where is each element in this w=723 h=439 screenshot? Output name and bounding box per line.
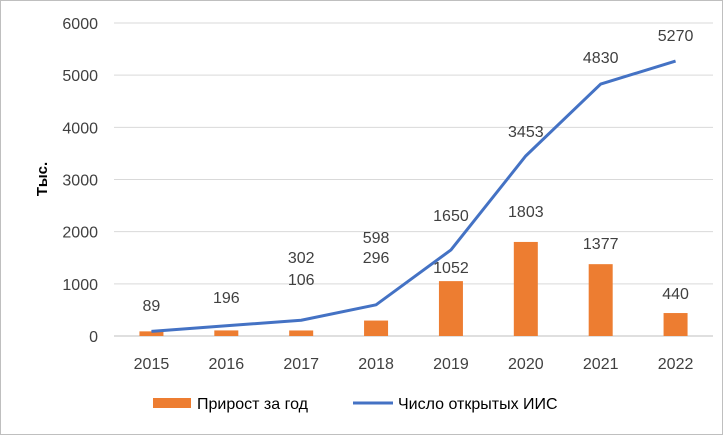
- line-data-label: 5270: [658, 28, 694, 45]
- bar-data-label: 89: [143, 298, 161, 315]
- bar: [589, 264, 613, 336]
- x-tick-label: 2021: [583, 356, 619, 373]
- bar-series: [139, 242, 687, 336]
- x-tick-label: 2020: [508, 356, 544, 373]
- y-axis-label: Тыс.: [34, 162, 51, 196]
- line-data-label: 4830: [583, 50, 619, 67]
- x-axis-ticks: 2015 2016 2017 2018 2019 2020 2021 2022: [134, 356, 694, 373]
- line-data-label: 302: [288, 250, 315, 267]
- bar: [514, 242, 538, 336]
- x-tick-label: 2017: [283, 356, 319, 373]
- x-tick-label: 2018: [358, 356, 394, 373]
- bar-data-label: 1377: [583, 236, 619, 253]
- bar-data-label: 296: [363, 250, 390, 267]
- x-tick-label: 2015: [134, 356, 170, 373]
- y-tick-label: 3000: [62, 173, 98, 190]
- x-tick-label: 2022: [658, 356, 694, 373]
- line-data-label: 196: [213, 290, 240, 307]
- x-tick-label: 2019: [433, 356, 469, 373]
- y-tick-label: 4000: [62, 120, 98, 137]
- line-data-label: 598: [363, 230, 390, 247]
- bar: [364, 321, 388, 336]
- y-tick-label: 6000: [62, 16, 98, 33]
- legend-bar-swatch: [153, 398, 191, 408]
- bar-data-label: 106: [288, 272, 315, 289]
- bar: [214, 330, 238, 336]
- legend-bar-label: Прирост за год: [197, 396, 309, 413]
- bar: [289, 330, 313, 336]
- line-data-label: 3453: [508, 124, 544, 141]
- bar: [439, 281, 463, 336]
- bar: [664, 313, 688, 336]
- y-tick-label: 5000: [62, 68, 98, 85]
- y-axis-ticks: 0 1000 2000 3000 4000 5000 6000: [62, 16, 98, 346]
- y-tick-label: 0: [89, 329, 98, 346]
- legend-line-label: Число открытых ИИС: [398, 396, 558, 413]
- line-data-label: 1650: [433, 208, 469, 225]
- gridlines: [114, 23, 713, 336]
- bar-data-label: 440: [662, 286, 689, 303]
- x-tick-label: 2016: [209, 356, 245, 373]
- bar-data-label: 1052: [433, 260, 469, 277]
- bar-data-label: 1803: [508, 204, 544, 221]
- legend: Прирост за год Число открытых ИИС: [153, 396, 558, 413]
- y-tick-label: 2000: [62, 225, 98, 242]
- y-tick-label: 1000: [62, 277, 98, 294]
